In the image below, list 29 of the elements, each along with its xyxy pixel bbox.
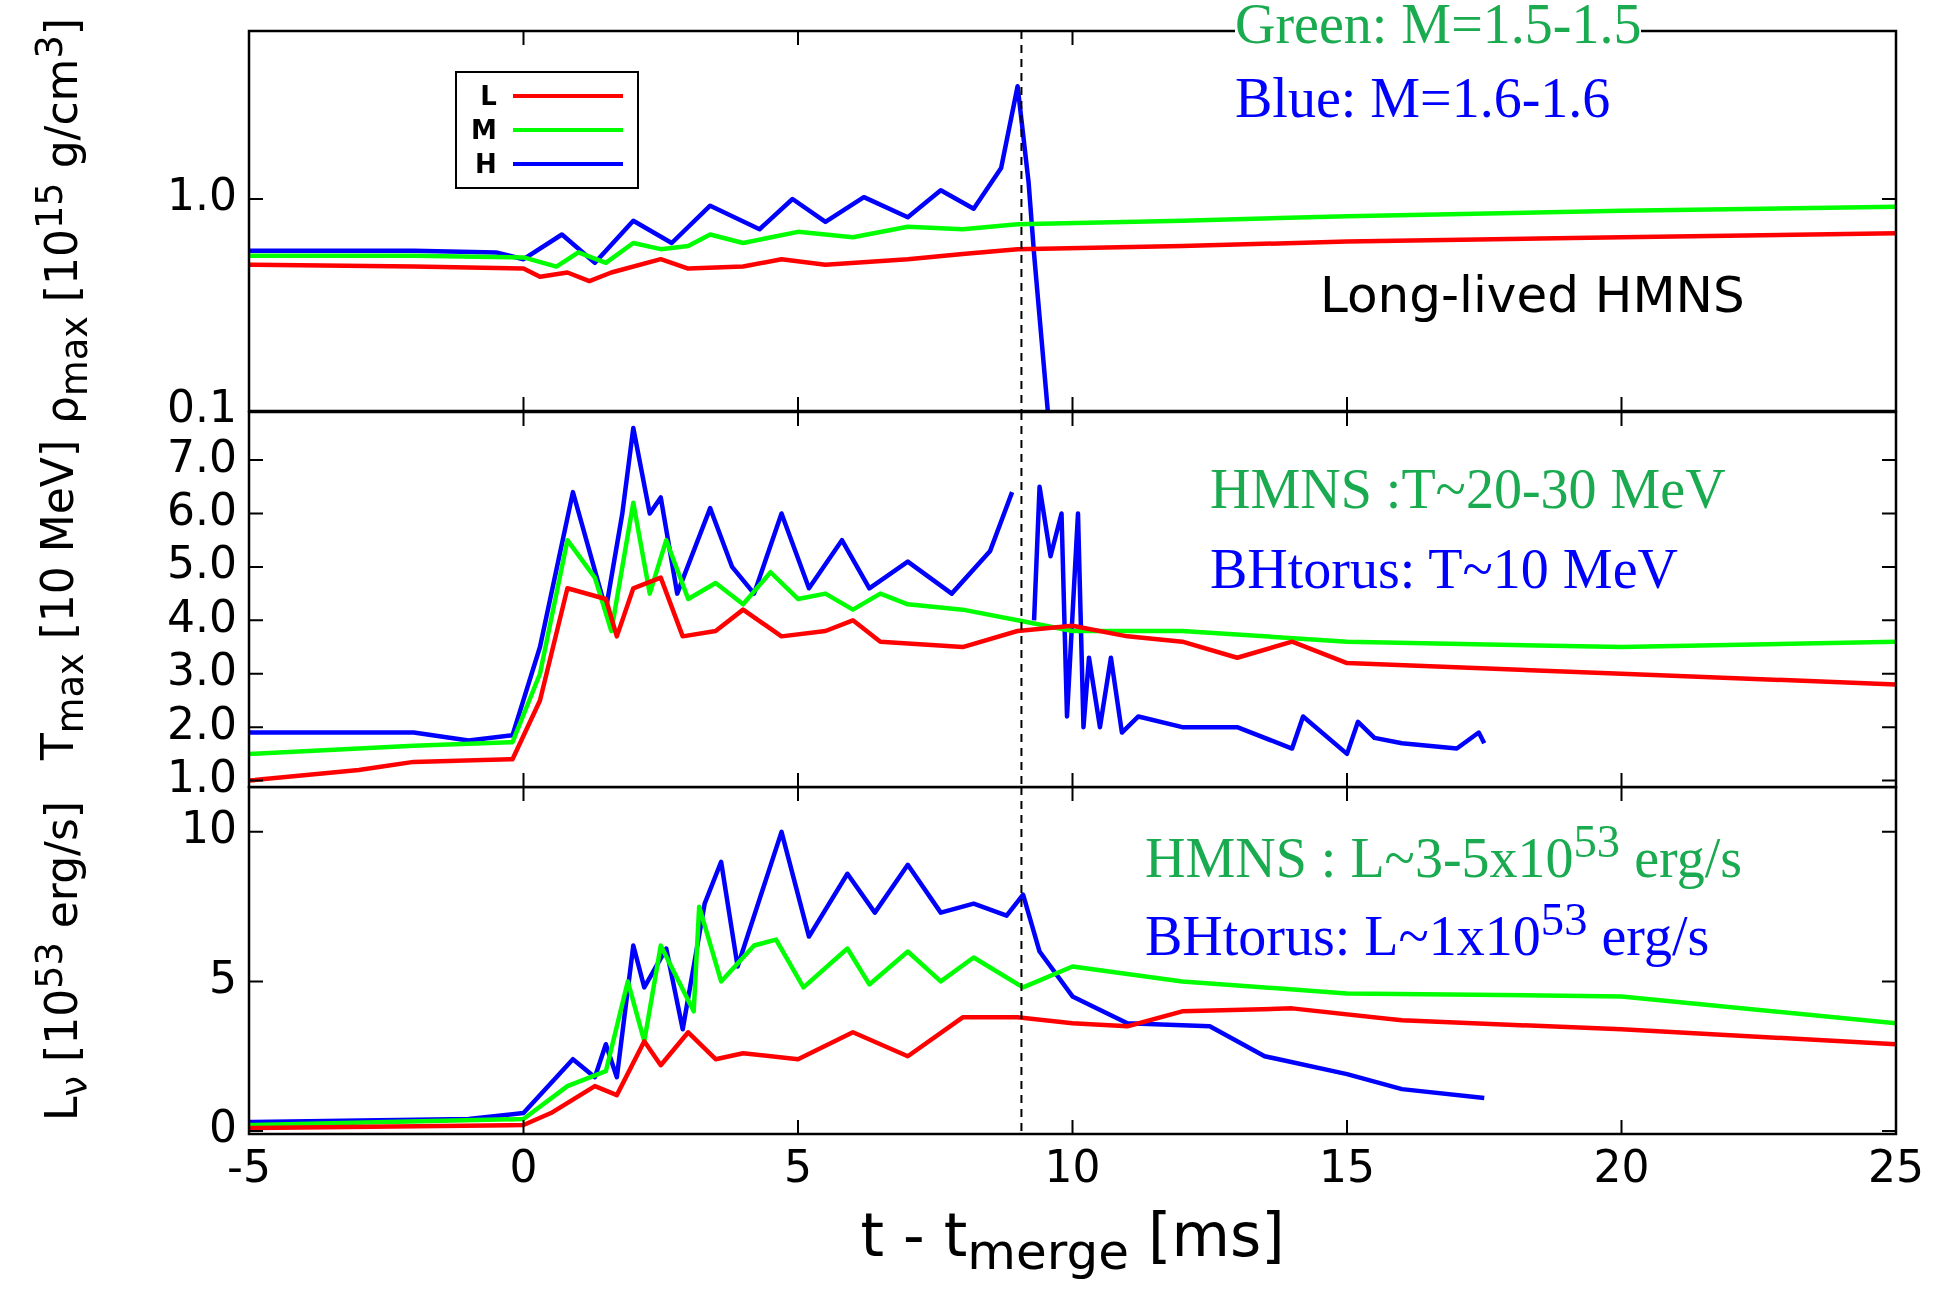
- annotation: HMNS : L~3-5x10$^{53}$ erg/s: [1145, 815, 1743, 889]
- annotation: Green: M=1.5-1.5: [1235, 0, 1642, 55]
- y-tick-label: 4.0: [167, 590, 237, 642]
- y-tick-label: 0.1: [167, 381, 237, 433]
- annotation: HMNS :T~20-30 MeV: [1210, 458, 1726, 520]
- y-tick-label: 5: [209, 951, 237, 1003]
- y-tick-label: 6.0: [167, 483, 237, 535]
- legend-label: M: [471, 115, 497, 145]
- legend-label: H: [475, 149, 497, 179]
- y-tick-label: 0: [209, 1101, 237, 1153]
- y-tick-label: 2.0: [167, 697, 237, 749]
- x-tick-label: 5: [784, 1140, 812, 1192]
- y-tick-label: 7.0: [167, 430, 237, 482]
- x-tick-label: 25: [1868, 1140, 1924, 1192]
- x-tick-label: 10: [1044, 1140, 1101, 1192]
- annotation: Long-lived HMNS: [1320, 266, 1745, 324]
- legend-label: L: [480, 81, 497, 111]
- x-tick-label: 0: [509, 1140, 538, 1192]
- x-axis-title: t - t$_{merge}$ [ms]: [860, 1200, 1285, 1281]
- y-tick-label: 5.0: [167, 537, 237, 589]
- annotation: BHtorus: L~1x10$^{53}$ erg/s: [1145, 893, 1710, 967]
- annotation: Blue: M=1.6-1.6: [1235, 67, 1611, 129]
- y-tick-label: 3.0: [167, 644, 237, 696]
- y-tick-label: 1.0: [167, 169, 237, 221]
- y-tick-label: 10: [181, 802, 237, 854]
- x-tick-label: 15: [1319, 1140, 1375, 1192]
- y-tick-label: 1.0: [167, 751, 237, 803]
- annotation: BHtorus: T~10 MeV: [1210, 538, 1678, 600]
- x-tick-label: 20: [1593, 1140, 1650, 1192]
